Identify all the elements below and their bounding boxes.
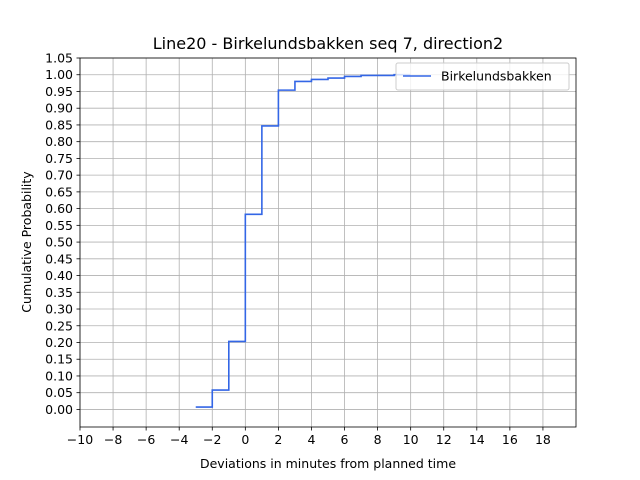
x-tick-label: 12	[436, 432, 452, 447]
y-tick-label: 0.15	[45, 352, 73, 367]
y-tick-label: 0.90	[45, 101, 73, 116]
series-layer	[195, 73, 411, 408]
series-line	[195, 73, 411, 408]
x-tick-label: 14	[469, 432, 485, 447]
y-tick-label: 0.50	[45, 235, 73, 250]
x-tick-label: −2	[203, 432, 221, 447]
x-tick-label: 16	[502, 432, 518, 447]
x-tick-label: 8	[374, 432, 382, 447]
x-tick-label: 6	[341, 432, 349, 447]
y-tick-label: 0.30	[45, 302, 73, 317]
y-tick-label: 0.00	[45, 402, 73, 417]
y-tick-label: 1.05	[45, 51, 73, 66]
x-tick-label: 2	[274, 432, 282, 447]
y-tick-label: 0.25	[45, 318, 73, 333]
y-tick-label: 0.20	[45, 335, 73, 350]
y-tick-label: 1.00	[45, 67, 73, 82]
y-axis-label: Cumulative Probability	[19, 171, 34, 313]
x-tick-label: 0	[241, 432, 249, 447]
y-tick-label: 0.65	[45, 184, 73, 199]
x-tick-label: −10	[67, 432, 93, 447]
y-ticks: 0.00 0.05 0.100.15 0.20 0.250.30 0.35 0.40 0.45…	[45, 51, 80, 417]
y-tick-label: 0.45	[45, 251, 73, 266]
y-tick-label: 0.80	[45, 134, 73, 149]
y-tick-label: 0.70	[45, 168, 73, 183]
grid	[79, 57, 576, 427]
y-tick-label: 0.60	[45, 201, 73, 216]
x-tick-label: −8	[104, 432, 122, 447]
y-tick-label: 0.35	[45, 285, 73, 300]
y-tick-label: 0.55	[45, 218, 73, 233]
y-tick-label: 0.95	[45, 84, 73, 99]
x-tick-label: 10	[403, 432, 419, 447]
x-axis-label: Deviations in minutes from planned time	[200, 456, 456, 471]
x-tick-label: −6	[137, 432, 155, 447]
chart-title: Line20 - Birkelundsbakken seq 7, directi…	[153, 34, 503, 53]
y-tick-label: 0.10	[45, 368, 73, 383]
legend-box	[395, 62, 570, 91]
x-tick-label: 4	[307, 432, 315, 447]
x-ticks: −10 −8 −6 −4 −2 0 2 4 6 8 10 12 14 16 18	[67, 427, 551, 447]
y-tick-label: 0.75	[45, 151, 73, 166]
y-tick-label: 0.05	[45, 385, 73, 400]
x-tick-label: −4	[170, 432, 188, 447]
x-tick-label: 18	[535, 432, 551, 447]
plot-frame	[79, 57, 577, 428]
legend-label: Birkelundsbakken	[441, 69, 552, 84]
y-tick-label: 0.40	[45, 268, 73, 283]
y-tick-label: 0.85	[45, 117, 73, 132]
legend: Birkelundsbakken	[395, 62, 570, 91]
